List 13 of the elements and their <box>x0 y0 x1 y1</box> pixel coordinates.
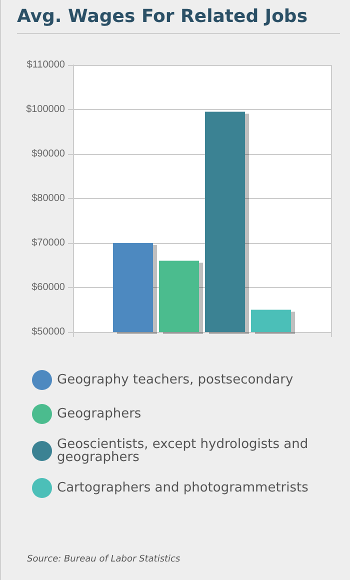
legend-label: Geographers <box>57 406 142 422</box>
legend-label: Geography teachers, postsecondary <box>57 372 294 388</box>
y-tick-label: $70000 <box>32 238 66 248</box>
y-tick-label: $60000 <box>32 282 66 293</box>
legend-label: Cartographers and photogrammetrists <box>57 480 309 496</box>
y-tick-label: $80000 <box>32 193 66 204</box>
y-tick-label: $110000 <box>26 60 66 70</box>
chart-title: Avg. Wages For Related Jobs <box>17 6 340 34</box>
source-note: Source: Bureau of Labor Statistics <box>27 554 180 564</box>
y-tick-label: $100000 <box>26 104 66 115</box>
y-tick-label: $90000 <box>32 148 66 160</box>
legend-label: Geoscientists, except hydrologists and geographers <box>57 437 312 465</box>
y-tick-label: $50000 <box>32 326 66 338</box>
